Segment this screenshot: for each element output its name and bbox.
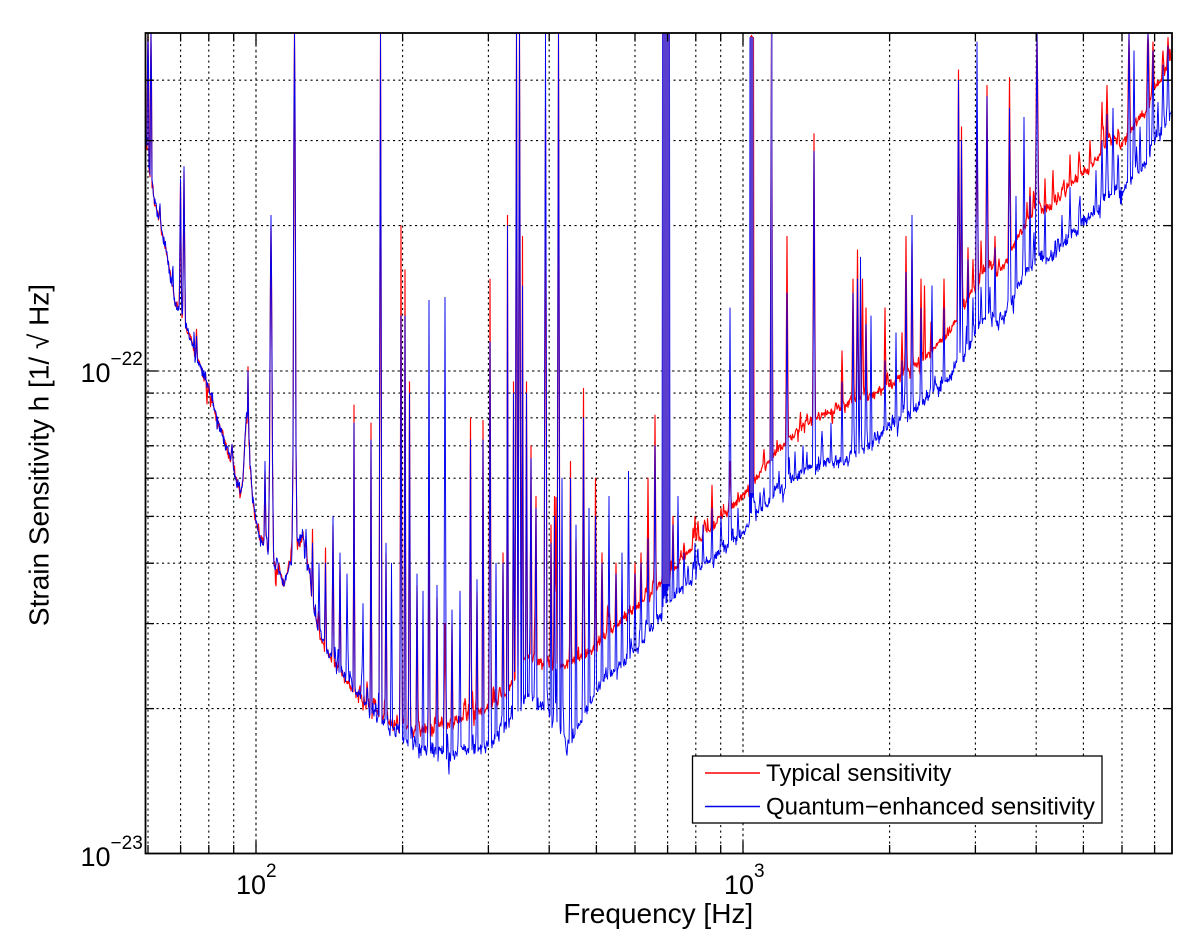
svg-text:Frequency [Hz]: Frequency [Hz] (563, 898, 753, 929)
svg-text:Typical sensitivity: Typical sensitivity (766, 760, 951, 787)
svg-text:Quantum−enhanced sensitivity: Quantum−enhanced sensitivity (766, 794, 1095, 821)
svg-text:Strain Sensitivity h [1/ √ Hz]: Strain Sensitivity h [1/ √ Hz] (24, 284, 55, 626)
